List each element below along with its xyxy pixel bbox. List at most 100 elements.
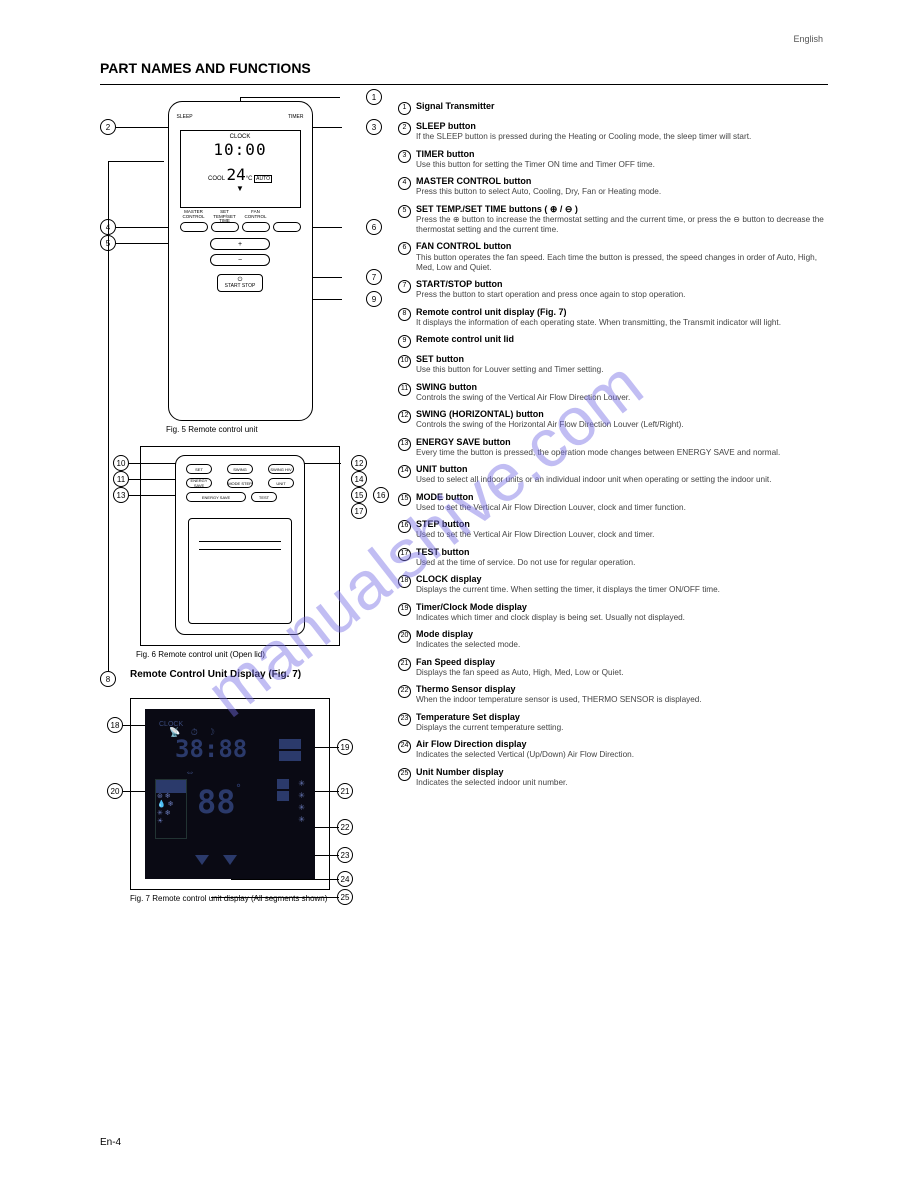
figure-7: 18 20 19 21 22 23 24 25 CLOCK 📡 ⏱ ☽: [130, 698, 330, 890]
callout-number: 6: [398, 242, 411, 255]
display-panel: CLOCK 📡 ⏱ ☽ 38:88 ⇔ ⊛ ❄💧 ❄✳ ❄☀ 88° ✳ ✳ ✳…: [145, 709, 315, 879]
lcd: CLOCK 10:00 COOL 24°C AUTO ▼: [180, 130, 301, 208]
callout-number: 5: [398, 205, 411, 218]
minus-button[interactable]: −: [210, 254, 270, 266]
callout-item-22: 22 Thermo Sensor displayWhen the indoor t…: [398, 684, 828, 706]
remote-body: SLEEP TIMER CLOCK 10:00 COOL 24°C AUTO ▼: [168, 101, 313, 421]
callout-name: Temperature Set display: [416, 712, 828, 723]
callout-number: 18: [398, 575, 411, 588]
page-title: PART NAMES AND FUNCTIONS: [100, 60, 311, 76]
language-tag: English: [793, 34, 823, 44]
callout-item-23: 23Temperature Set displayDisplays the cu…: [398, 712, 828, 734]
callout-desc: Press the button to start operation and …: [416, 290, 828, 300]
callout-name: SLEEP button: [416, 121, 828, 132]
callout-desc: Used to set the Vertical Air Flow Direct…: [416, 503, 828, 513]
callout-name: Unit Number display: [416, 767, 828, 778]
lower-remote: SET SWING SWING H/V ENERGY SAVE MODE STE…: [175, 455, 305, 635]
callout-17: 17: [351, 503, 367, 519]
start-stop-label: START STOP: [225, 283, 256, 289]
start-stop-button[interactable]: ⏻ START STOP: [217, 274, 263, 292]
callout-body: Fan Speed displayDisplays the fan speed …: [416, 657, 828, 679]
settime-button[interactable]: [242, 222, 270, 232]
title-rule: [100, 84, 828, 85]
fig6-caption: Fig. 6 Remote control unit (Open lid): [136, 650, 380, 659]
callout-body: Air Flow Direction displayIndicates the …: [416, 739, 828, 761]
mode-step-button[interactable]: MODE STEP: [227, 478, 253, 488]
callout-12: 12: [351, 455, 367, 471]
lcd-clock-lbl: CLOCK: [181, 131, 300, 140]
callout-number: 8: [398, 308, 411, 321]
callout-body: Unit Number displayIndicates the selecte…: [416, 767, 828, 789]
fan-button[interactable]: [273, 222, 301, 232]
callout-name: TEST button: [416, 547, 828, 558]
callout-body: UNIT buttonUsed to select all indoor uni…: [416, 464, 828, 486]
callout-6: 6: [366, 219, 382, 235]
timer-label: TIMER: [288, 114, 304, 122]
disp-air-arrows: [195, 855, 237, 865]
callout-name: SET TEMP./SET TIME buttons ( ⊕ / ⊖ ): [416, 204, 828, 215]
callout-body: Thermo Sensor displayWhen the indoor tem…: [416, 684, 828, 706]
sleep-label: SLEEP: [177, 114, 193, 122]
callout-body: SWING (HORIZONTAL) buttonControls the sw…: [416, 409, 828, 431]
callout-number: 15: [398, 493, 411, 506]
swing-button[interactable]: SWING: [227, 464, 253, 474]
callout-number: 11: [398, 383, 411, 396]
callout-item-8: 8Remote control unit display (Fig. 7)It …: [398, 307, 828, 329]
callout-number: 21: [398, 658, 411, 671]
callout-number: 1: [398, 102, 411, 115]
callout-desc: Use this button for setting the Timer ON…: [416, 160, 828, 170]
page-number: En-4: [100, 1137, 121, 1148]
callout-body: Signal Transmitter: [416, 101, 828, 115]
callout-item-19: 19Timer/Clock Mode displayIndicates whic…: [398, 602, 828, 624]
disp-block-2: [279, 751, 301, 761]
callout-8: 8: [100, 671, 116, 687]
callout-desc: Press this button to select Auto, Coolin…: [416, 187, 828, 197]
test-button[interactable]: TEST: [251, 492, 277, 502]
callout-desc: Used to select all indoor units or an in…: [416, 475, 828, 485]
callout-19: 19: [337, 739, 353, 755]
callout-number: 22: [398, 685, 411, 698]
callout-body: ENERGY SAVE buttonEvery time the button …: [416, 437, 828, 459]
callout-15: 15: [351, 487, 367, 503]
set-button[interactable]: SET: [186, 464, 212, 474]
callout-item-5: 5SET TEMP./SET TIME buttons ( ⊕ / ⊖ )Pre…: [398, 204, 828, 236]
callout-body: START/STOP buttonPress the button to sta…: [416, 279, 828, 301]
callout-desc: Indicates which timer and clock display …: [416, 613, 828, 623]
callout-number: 10: [398, 355, 411, 368]
swing-hv-button[interactable]: SWING H/V: [268, 464, 294, 474]
figures-column: 1 2 3 4 5 6 7 9 SLEEP: [100, 101, 380, 903]
callout-3: 3: [366, 119, 382, 135]
callout-23: 23: [337, 847, 353, 863]
callout-11: 11: [113, 471, 129, 487]
callout-body: Mode displayIndicates the selected mode.: [416, 629, 828, 651]
callout-item-6: 6FAN CONTROL buttonThis button operates …: [398, 241, 828, 273]
lead-10: [129, 463, 179, 464]
callout-item-15: 15 MODE buttonUsed to set the Vertical Ai…: [398, 492, 828, 514]
callout-24: 24: [337, 871, 353, 887]
callout-name: Air Flow Direction display: [416, 739, 828, 750]
plus-button[interactable]: +: [210, 238, 270, 250]
callout-name: START/STOP button: [416, 279, 828, 290]
callout-number: 17: [398, 548, 411, 561]
settemp-button[interactable]: [211, 222, 239, 232]
callout-number: 19: [398, 603, 411, 616]
energy-save-button[interactable]: ENERGY SAVE: [186, 492, 246, 502]
callout-14: 14: [351, 471, 367, 487]
figure-5: 1 2 3 4 5 6 7 9 SLEEP: [130, 101, 350, 434]
callout-item-7: 7START/STOP buttonPress the button to st…: [398, 279, 828, 301]
disp-swap-icon: ⇔: [185, 767, 195, 778]
callout-item-1: 1 Signal Transmitter: [398, 101, 828, 115]
callout-item-17: 17 TEST buttonUsed at the time of service…: [398, 547, 828, 569]
callout-7: 7: [366, 269, 382, 285]
callout-desc: Use this button for Louver setting and T…: [416, 365, 828, 375]
unit-button[interactable]: UNIT: [268, 478, 294, 488]
callout-item-21: 21 Fan Speed displayDisplays the fan spee…: [398, 657, 828, 679]
master-button[interactable]: [180, 222, 208, 232]
callout-item-3: 3TIMER buttonUse this button for setting…: [398, 149, 828, 171]
callout-desc: Indicates the selected mode.: [416, 640, 828, 650]
energy-button[interactable]: ENERGY SAVE: [186, 478, 212, 488]
lcd-temp-unit: °C: [246, 176, 253, 182]
callout-name: MODE button: [416, 492, 828, 503]
oval-buttons-row: [180, 222, 301, 232]
callout-desc: Used at the time of service. Do not use …: [416, 558, 828, 568]
